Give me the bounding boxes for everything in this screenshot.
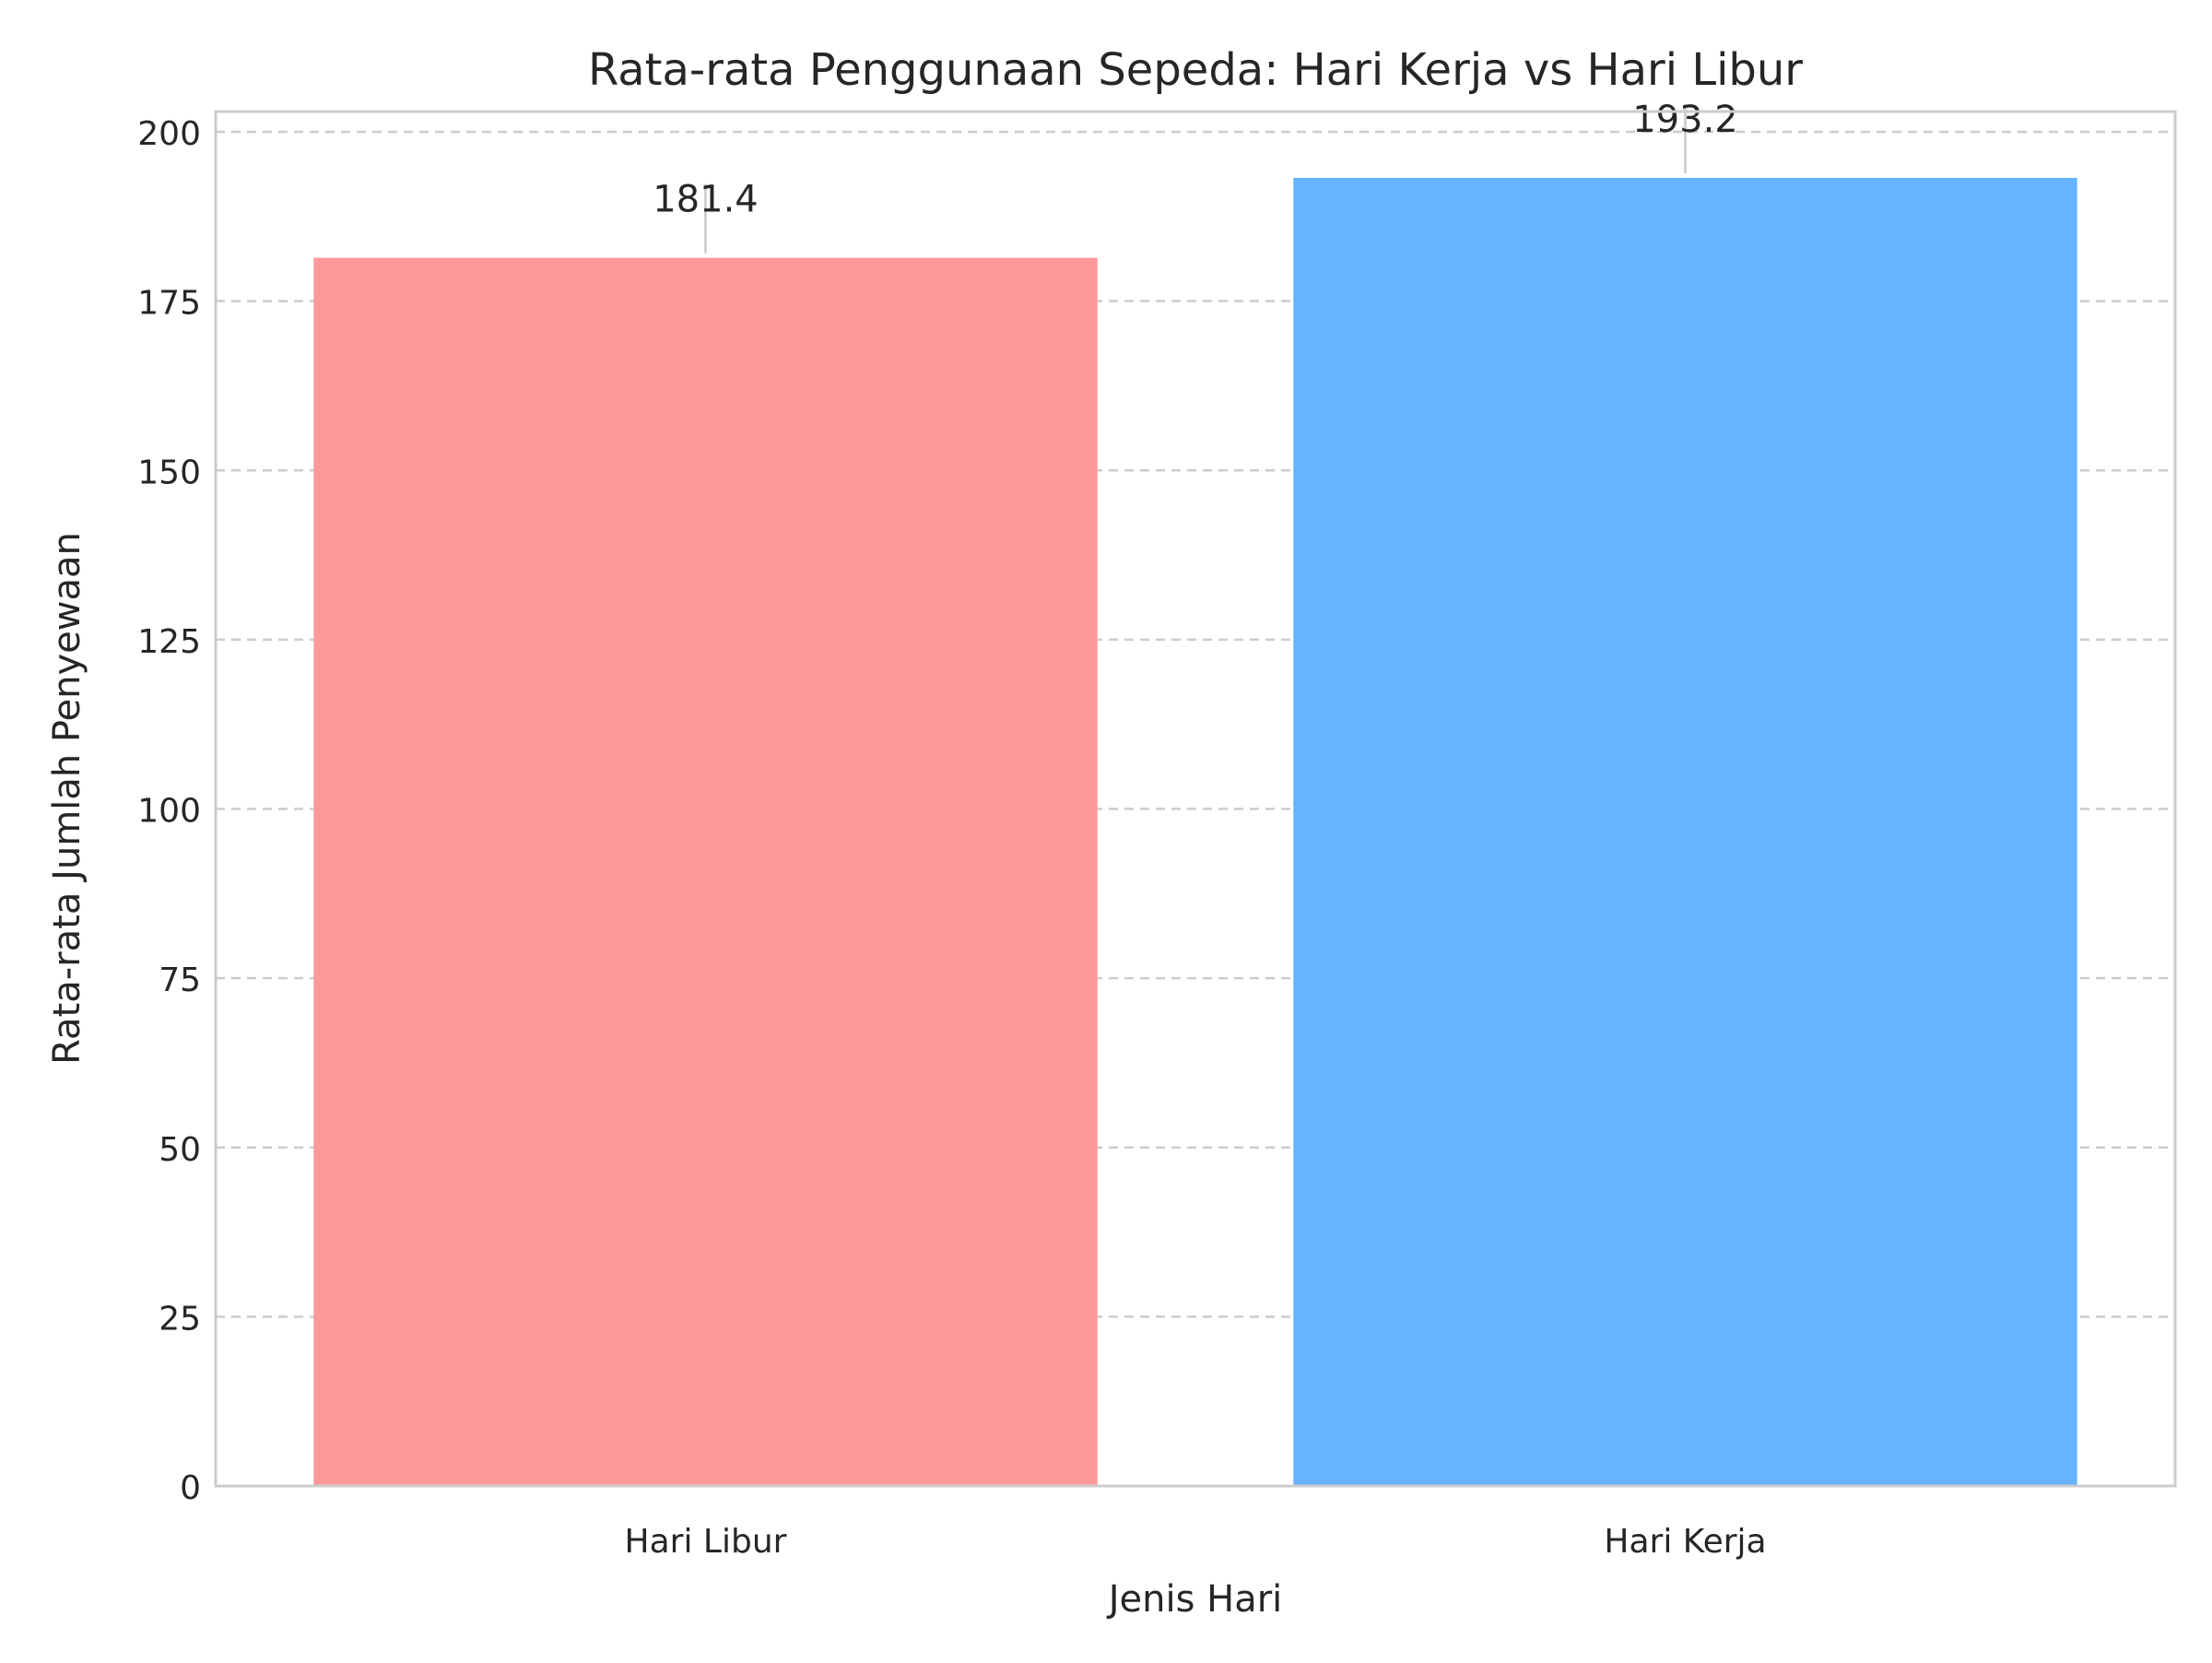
bar <box>1293 177 2077 1487</box>
chart-title: Rata-rata Penggunaan Sepeda: Hari Kerja … <box>588 44 1803 96</box>
annotation-layer: 181.4 193.2 <box>653 99 1738 254</box>
y-tick-label: 25 <box>159 1300 201 1338</box>
y-tick-label: 0 <box>180 1469 201 1507</box>
y-tick-label: 200 <box>137 115 201 153</box>
y-tick-label: 150 <box>137 454 201 491</box>
y-axis-label: Rata-rata Jumlah Penyewaan <box>46 532 88 1065</box>
y-tick-label: 125 <box>137 623 201 661</box>
y-tick-label: 175 <box>137 285 201 323</box>
value-label: 181.4 <box>653 179 759 221</box>
x-axis-ticks: Hari Libur Hari Kerja <box>625 1523 1767 1561</box>
y-tick-label: 50 <box>159 1131 201 1169</box>
x-axis-label: Jenis Hari <box>1106 1578 1283 1621</box>
y-tick-label: 100 <box>137 793 201 831</box>
value-label: 193.2 <box>1632 99 1738 141</box>
y-axis-ticks: 0 25 50 75 100 125 150 175 200 <box>137 115 201 1507</box>
x-tick-label: Hari Kerja <box>1604 1523 1766 1561</box>
x-tick-label: Hari Libur <box>625 1523 787 1561</box>
bar <box>313 257 1098 1486</box>
plot-frame <box>214 110 2177 1488</box>
bar-layer <box>313 177 2077 1487</box>
y-tick-label: 75 <box>159 961 201 999</box>
